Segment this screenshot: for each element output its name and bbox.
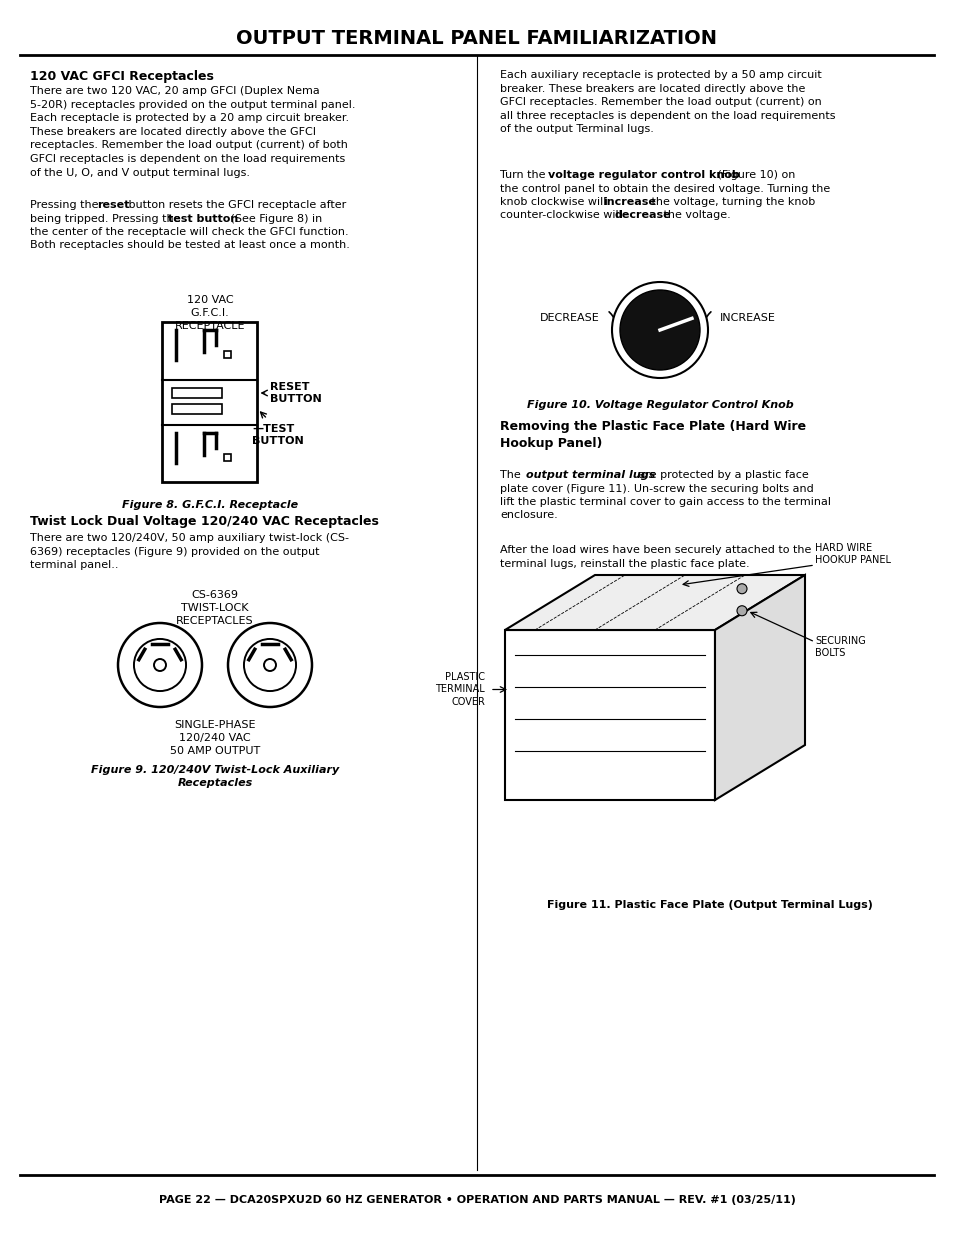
Text: being tripped. Pressing the: being tripped. Pressing the xyxy=(30,214,184,224)
Text: decrease: decrease xyxy=(615,210,671,221)
Text: 120 VAC GFCI Receptacles: 120 VAC GFCI Receptacles xyxy=(30,70,213,83)
Bar xyxy=(172,404,222,414)
Text: 120 VAC
G.F.C.I.
RECEPTACLE: 120 VAC G.F.C.I. RECEPTACLE xyxy=(174,295,245,331)
Text: reset: reset xyxy=(97,200,130,210)
Text: voltage regulator control knob: voltage regulator control knob xyxy=(547,170,739,180)
Circle shape xyxy=(737,605,746,616)
Polygon shape xyxy=(714,576,804,800)
Text: SINGLE-PHASE
120/240 VAC
50 AMP OUTPUT: SINGLE-PHASE 120/240 VAC 50 AMP OUTPUT xyxy=(170,720,260,756)
Text: enclosure.: enclosure. xyxy=(499,510,558,520)
Text: knob clockwise will: knob clockwise will xyxy=(499,198,609,207)
Circle shape xyxy=(612,282,707,378)
Text: PAGE 22 — DCA20SPXU2D 60 HZ GENERATOR • OPERATION AND PARTS MANUAL — REV. #1 (03: PAGE 22 — DCA20SPXU2D 60 HZ GENERATOR • … xyxy=(158,1195,795,1205)
Text: Turn the: Turn the xyxy=(499,170,548,180)
Text: Each auxiliary receptacle is protected by a 50 amp circuit
breaker. These breake: Each auxiliary receptacle is protected b… xyxy=(499,70,835,135)
Text: Figure 9. 120/240V Twist-Lock Auxiliary
Receptacles: Figure 9. 120/240V Twist-Lock Auxiliary … xyxy=(91,764,338,788)
Text: the control panel to obtain the desired voltage. Turning the: the control panel to obtain the desired … xyxy=(499,184,829,194)
Bar xyxy=(224,453,231,461)
Text: —TEST
BUTTON: —TEST BUTTON xyxy=(253,424,304,446)
Text: test button: test button xyxy=(168,214,238,224)
Text: PLASTIC
TERMINAL
COVER: PLASTIC TERMINAL COVER xyxy=(435,672,484,706)
Text: There are two 120/240V, 50 amp auxiliary twist-lock (CS-
6369) receptacles (Figu: There are two 120/240V, 50 amp auxiliary… xyxy=(30,534,349,571)
Text: Figure 10. Voltage Regulator Control Knob: Figure 10. Voltage Regulator Control Kno… xyxy=(526,400,793,410)
Text: DECREASE: DECREASE xyxy=(539,312,599,324)
Text: After the load wires have been securely attached to the
terminal lugs, reinstall: After the load wires have been securely … xyxy=(499,545,810,568)
Text: counter-clockwise will: counter-clockwise will xyxy=(499,210,624,221)
Text: Figure 8. G.F.C.I. Receptacle: Figure 8. G.F.C.I. Receptacle xyxy=(122,500,297,510)
Circle shape xyxy=(619,290,700,370)
Text: SECURING
BOLTS: SECURING BOLTS xyxy=(814,636,864,658)
Text: CS-6369
TWIST-LOCK
RECEPTACLES: CS-6369 TWIST-LOCK RECEPTACLES xyxy=(176,590,253,626)
Text: The: The xyxy=(499,471,527,480)
Text: the voltage, turning the knob: the voltage, turning the knob xyxy=(647,198,815,207)
Bar xyxy=(172,388,222,398)
Text: are protected by a plastic face: are protected by a plastic face xyxy=(635,471,808,480)
Bar xyxy=(162,322,257,482)
Circle shape xyxy=(737,584,746,594)
Text: Twist Lock Dual Voltage 120/240 VAC Receptacles: Twist Lock Dual Voltage 120/240 VAC Rece… xyxy=(30,515,378,529)
Text: Pressing the: Pressing the xyxy=(30,200,102,210)
Text: Figure 11. Plastic Face Plate (Output Terminal Lugs): Figure 11. Plastic Face Plate (Output Te… xyxy=(546,900,872,910)
Text: RESET
BUTTON: RESET BUTTON xyxy=(271,382,322,404)
Text: There are two 120 VAC, 20 amp GFCI (Duplex Nema
5-20R) receptacles provided on t: There are two 120 VAC, 20 amp GFCI (Dupl… xyxy=(30,86,355,178)
Text: (See Figure 8) in: (See Figure 8) in xyxy=(227,214,322,224)
Text: plate cover (Figure 11). Un-screw the securing bolts and: plate cover (Figure 11). Un-screw the se… xyxy=(499,483,813,494)
Text: the center of the receptacle will check the GFCI function.: the center of the receptacle will check … xyxy=(30,227,348,237)
Text: Removing the Plastic Face Plate (Hard Wire
Hookup Panel): Removing the Plastic Face Plate (Hard Wi… xyxy=(499,420,805,450)
Text: lift the plastic terminal cover to gain access to the terminal: lift the plastic terminal cover to gain … xyxy=(499,496,830,508)
Text: OUTPUT TERMINAL PANEL FAMILIARIZATION: OUTPUT TERMINAL PANEL FAMILIARIZATION xyxy=(236,28,717,47)
Text: Both receptacles should be tested at least once a month.: Both receptacles should be tested at lea… xyxy=(30,241,350,251)
Text: HARD WIRE
HOOKUP PANEL: HARD WIRE HOOKUP PANEL xyxy=(814,542,890,564)
Polygon shape xyxy=(504,630,714,800)
Text: increase: increase xyxy=(602,198,655,207)
Text: INCREASE: INCREASE xyxy=(720,312,775,324)
Text: (Figure 10) on: (Figure 10) on xyxy=(713,170,795,180)
Text: output terminal lugs: output terminal lugs xyxy=(525,471,655,480)
Text: the voltage.: the voltage. xyxy=(659,210,730,221)
Polygon shape xyxy=(504,576,804,630)
Text: button resets the GFCI receptacle after: button resets the GFCI receptacle after xyxy=(125,200,346,210)
Bar xyxy=(224,351,231,357)
